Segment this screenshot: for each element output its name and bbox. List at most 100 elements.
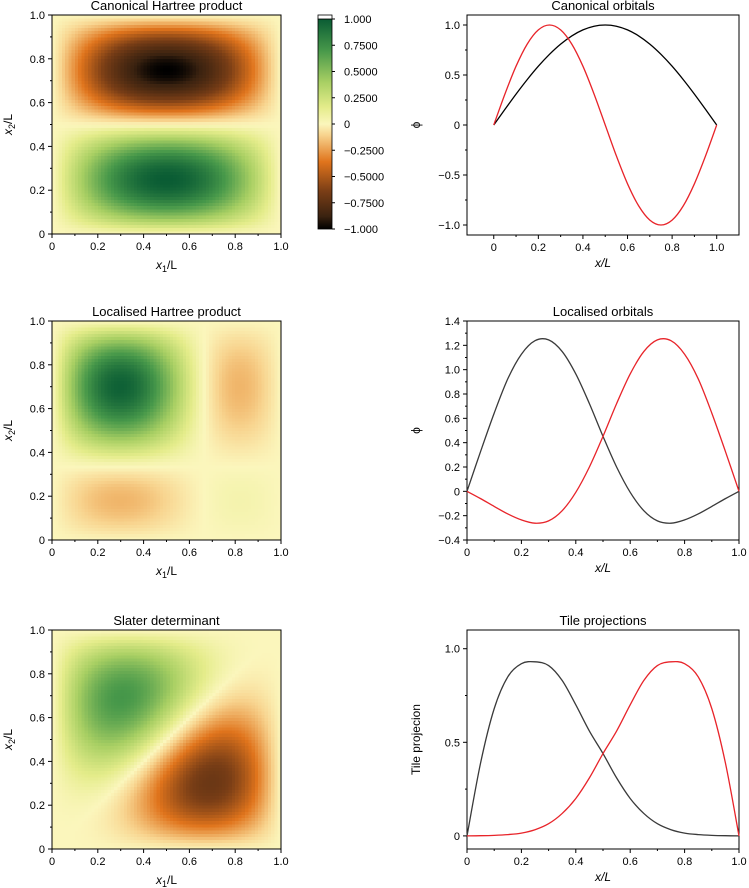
heatmap-cell: [258, 77, 262, 82]
heatmap-cell: [55, 149, 59, 154]
heatmap-cell: [68, 124, 73, 129]
heatmap-cell: [101, 202, 105, 207]
heatmap-cell: [228, 30, 233, 35]
heatmap-cell: [74, 162, 79, 166]
heatmap-cell: [241, 146, 246, 150]
heatmap-cell: [189, 168, 194, 172]
heatmap-cell: [258, 174, 262, 179]
heatmap-cell: [225, 199, 230, 204]
heatmap-cell: [209, 140, 213, 144]
heatmap-cell: [271, 130, 275, 135]
heatmap-cell: [245, 212, 249, 216]
heatmap-cell: [114, 227, 118, 232]
heatmap-cell: [110, 180, 115, 185]
heatmap-cell: [271, 193, 275, 197]
heatmap-cell: [110, 65, 115, 69]
heatmap-cell: [61, 18, 66, 22]
heatmap-cell: [84, 18, 89, 22]
heatmap-cell: [186, 52, 190, 57]
heatmap-cell: [225, 118, 230, 122]
heatmap-cell: [159, 146, 164, 150]
heatmap-cell: [212, 124, 216, 129]
heatmap-cell: [245, 80, 249, 85]
heatmap-cell: [186, 177, 190, 182]
heatmap-cell: [104, 36, 109, 41]
heatmap-cell: [58, 74, 63, 78]
heatmap-cell: [101, 133, 105, 138]
heatmap-cell: [156, 121, 161, 125]
heatmap-cell: [52, 524, 56, 528]
heatmap-cell: [140, 36, 144, 41]
heatmap-cell: [74, 58, 79, 63]
heatmap-cell: [130, 158, 135, 163]
heatmap-cell: [258, 15, 262, 19]
heatmap-cell: [140, 80, 144, 85]
heatmap-cell: [251, 33, 256, 38]
heatmap-cell: [186, 55, 190, 60]
heatmap-cell: [169, 215, 174, 219]
heatmap-cell: [81, 65, 86, 69]
heatmap-cell: [254, 27, 259, 32]
heatmap-cell: [156, 162, 161, 166]
heatmap-cell: [251, 215, 256, 219]
heatmap-cell: [215, 155, 220, 160]
heatmap-cell: [264, 183, 269, 188]
heatmap-cell: [166, 183, 171, 188]
heatmap-cell: [71, 227, 76, 232]
heatmap-cell: [241, 130, 246, 135]
heatmap-cell: [195, 80, 200, 85]
y-tick-label: −1.0: [438, 220, 460, 232]
heatmap-cell: [52, 180, 56, 185]
heatmap-cell: [127, 208, 131, 213]
heatmap-cell: [97, 140, 102, 144]
heatmap-cell: [205, 187, 210, 191]
heatmap-cell: [173, 33, 177, 38]
heatmap-cell: [68, 61, 73, 66]
heatmap-cell: [123, 74, 128, 78]
heatmap-cell: [150, 15, 154, 19]
heatmap-cell: [192, 86, 197, 91]
heatmap-cell: [176, 202, 180, 207]
heatmap-cell: [179, 177, 184, 182]
heatmap-cell: [186, 221, 190, 226]
heatmap-cell: [150, 102, 154, 107]
heatmap-cell: [245, 140, 249, 144]
x-tick-label: 1.0: [273, 241, 288, 253]
heatmap-cell: [107, 71, 112, 75]
heatmap-cell: [81, 46, 86, 50]
heatmap-cell: [195, 196, 200, 200]
heatmap-cell: [166, 121, 171, 125]
heatmap-cell: [192, 140, 197, 144]
heatmap-cell: [114, 93, 118, 97]
heatmap-cell: [231, 190, 236, 194]
heatmap-cell: [205, 33, 210, 38]
heatmap-cell: [58, 118, 63, 122]
heatmap-cell: [117, 46, 122, 50]
heatmap-cell: [212, 86, 216, 91]
heatmap-cell: [245, 146, 249, 150]
heatmap-cell: [140, 208, 144, 213]
heatmap-cell: [173, 218, 177, 222]
heatmap-cell: [61, 190, 66, 194]
heatmap-cell: [127, 137, 131, 141]
heatmap-cell: [120, 218, 125, 222]
heatmap-cell: [133, 61, 138, 66]
heatmap-cell: [87, 152, 92, 157]
heatmap-cell: [251, 115, 256, 119]
heatmap-cell: [205, 105, 210, 110]
heatmap-cell: [199, 180, 203, 185]
heatmap-cell: [258, 187, 262, 191]
heatmap-cell: [133, 49, 138, 53]
heatmap-cell: [71, 121, 76, 125]
heatmap-cell: [146, 149, 151, 154]
heatmap-cell: [209, 68, 213, 72]
heatmap-cell: [235, 130, 239, 135]
heatmap-cell: [107, 130, 112, 135]
heatmap-cell: [52, 30, 56, 35]
heatmap-cell: [195, 118, 200, 122]
heatmap-cell: [222, 168, 226, 172]
heatmap-cell: [101, 196, 105, 200]
heatmap-cell: [225, 99, 230, 103]
heatmap-cell: [261, 165, 266, 169]
heatmap-cell: [166, 77, 171, 82]
